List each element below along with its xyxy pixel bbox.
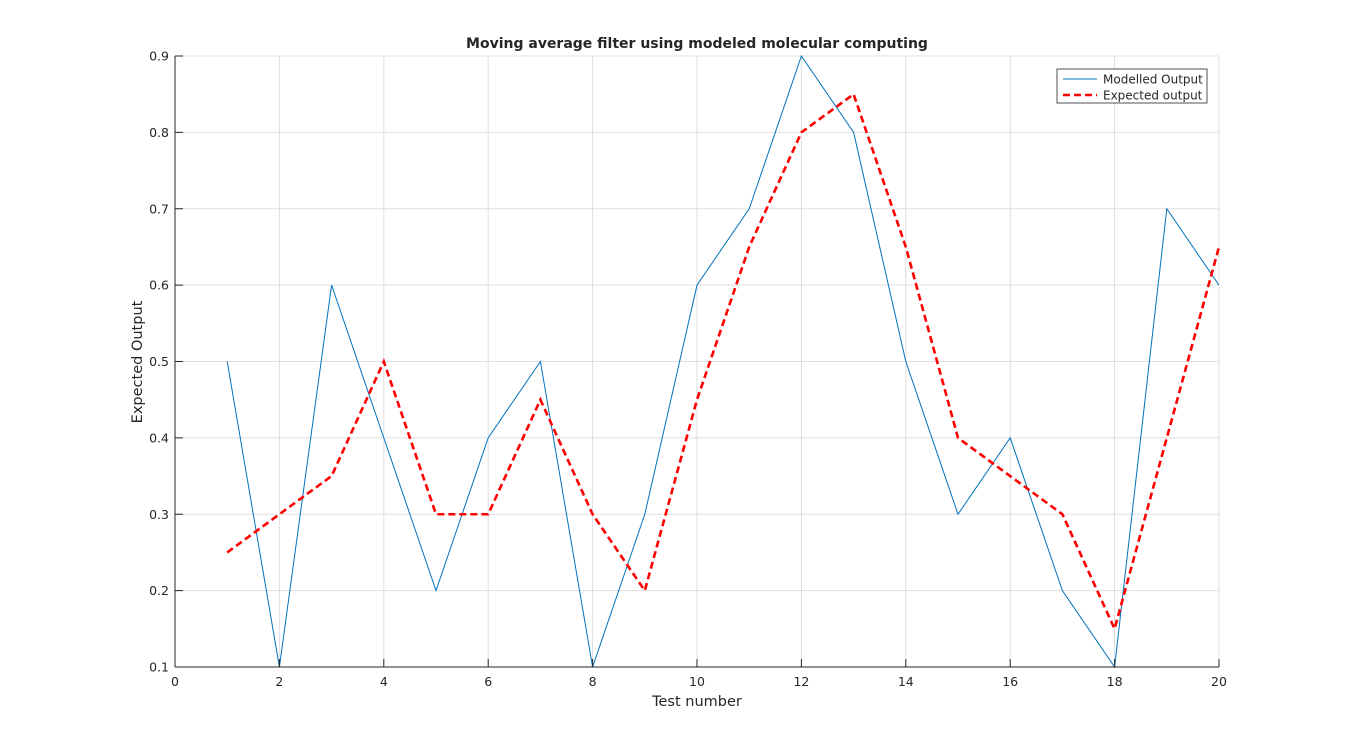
x-tick-label: 10 [689, 674, 705, 689]
legend-box [1056, 68, 1208, 104]
y-tick-label: 0.8 [149, 125, 169, 140]
x-tick-label: 4 [380, 674, 388, 689]
tick-labels: 0 2 4 6 8 10 12 14 16 18 20 0.1 0.2 0.3 0.4 0.5 0.6 0.7 0.… [149, 49, 1227, 690]
x-tick-label: 8 [589, 674, 597, 689]
x-tick-label: 12 [793, 674, 809, 689]
series-line-expected-output [226, 92, 1221, 633]
axes [174, 55, 1220, 668]
y-tick-label: 0.2 [149, 583, 169, 598]
x-tick-label: 14 [898, 674, 914, 689]
y-tick-label: 0.7 [149, 201, 169, 216]
legend-label-expected-output: Expected output [1103, 89, 1203, 103]
legend-label-modelled-output: Modelled Output [1103, 73, 1203, 87]
y-tick-label: 0.9 [149, 49, 169, 64]
x-tick-label: 20 [1211, 674, 1227, 689]
y-tick-label: 0.1 [149, 660, 169, 675]
y-tick-label: 0.4 [149, 430, 169, 445]
legend: Modelled Output Expected output [1056, 68, 1208, 104]
y-axis-label: Expected Output [130, 300, 146, 423]
y-tick-label: 0.6 [149, 278, 169, 293]
y-tick-label: 0.3 [149, 507, 169, 522]
x-tick-label: 0 [171, 674, 179, 689]
x-axis-label: Test number [651, 694, 742, 710]
series-line-modelled-output [226, 54, 1220, 669]
x-tick-label: 6 [484, 674, 492, 689]
x-tick-label: 18 [1107, 674, 1123, 689]
series-layer [226, 54, 1221, 669]
chart-title: Moving average filter using modeled mole… [466, 36, 928, 52]
x-tick-label: 16 [1002, 674, 1018, 689]
y-tick-label: 0.5 [149, 354, 169, 369]
x-tick-label: 2 [275, 674, 283, 689]
